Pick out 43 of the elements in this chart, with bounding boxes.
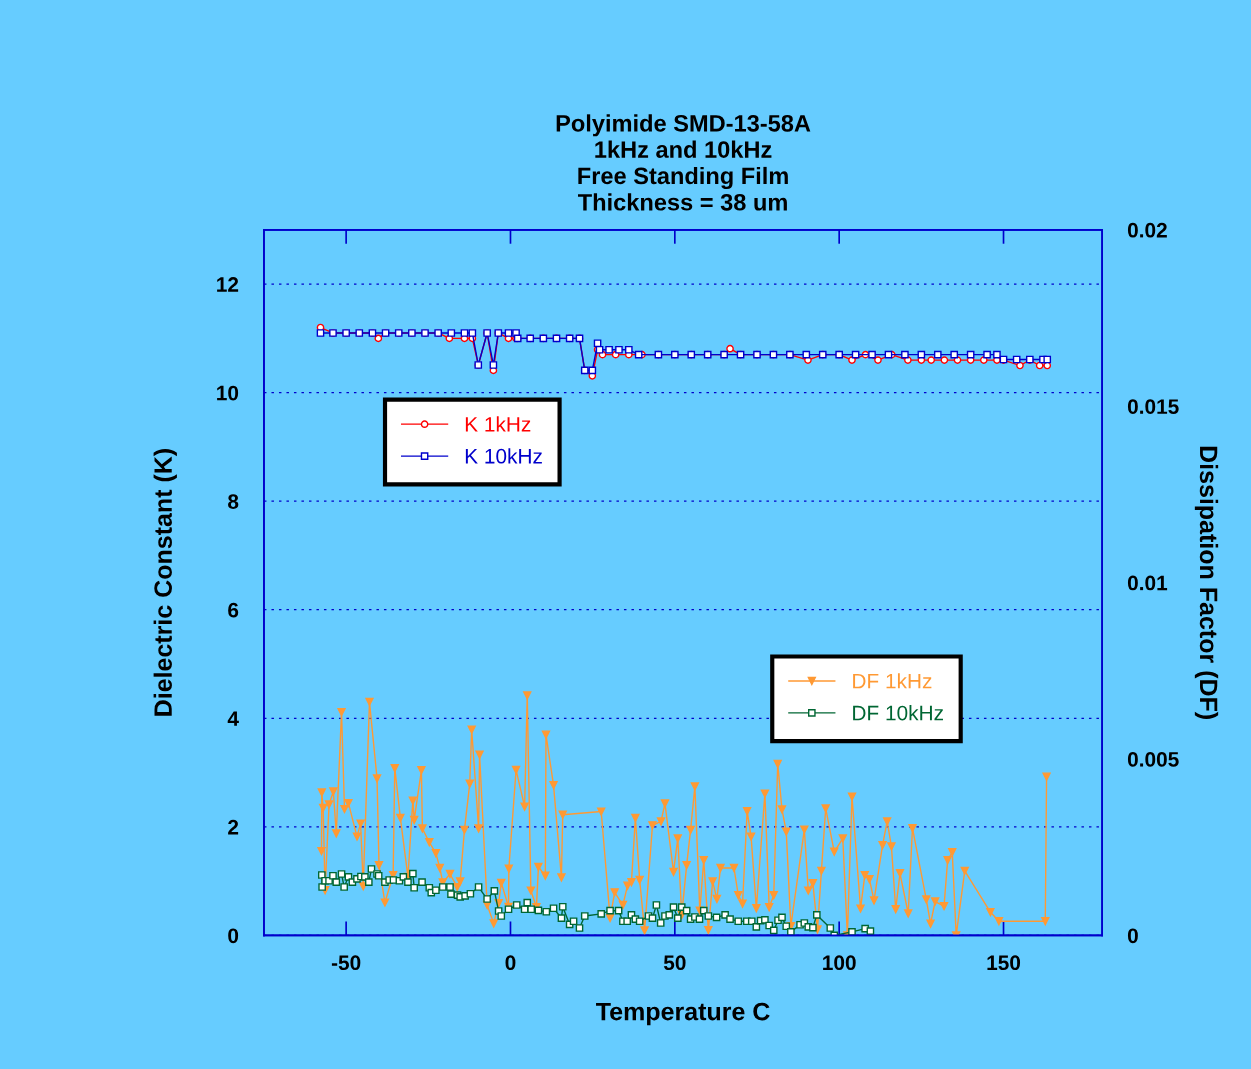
point (447, 329, 456, 337)
y-tick-label: 2 (228, 819, 239, 835)
y2-tick-label: 0.02 (1127, 222, 1167, 238)
point (802, 350, 811, 359)
y2-axis-title: Dissipation Factor (DF) (1194, 446, 1219, 719)
point (605, 345, 613, 354)
y2-tick-label: 0.015 (1127, 399, 1179, 414)
x-axis-title: Temperature C (596, 1002, 770, 1026)
y2-tick-label: 0.01 (1127, 575, 1168, 591)
x-tick-label: -50 (331, 955, 361, 971)
legend-label: K 1kHz (465, 416, 531, 432)
y2-tick-label: 0 (1127, 928, 1138, 944)
y-tick-label: 12 (217, 277, 239, 292)
legend-label: DF 10kHz (853, 705, 943, 721)
point (983, 350, 991, 359)
point (316, 329, 325, 337)
legend-label: DF 1kHz (853, 673, 932, 689)
x-tick-label: 50 (663, 955, 686, 971)
x-tick-label: 100 (823, 955, 856, 971)
point (868, 350, 876, 359)
point (624, 345, 633, 354)
point (933, 350, 942, 359)
y-tick-label: 6 (228, 602, 239, 618)
y-axis-title: Dielectric Constant (K) (153, 449, 177, 716)
point (593, 339, 602, 348)
y-tick-label: 0 (228, 928, 239, 944)
y2-tick-label: 0.005 (1127, 751, 1179, 767)
point (901, 350, 909, 359)
point (460, 329, 469, 337)
y-tick-label: 4 (227, 711, 239, 726)
x-tick-label: 150 (987, 955, 1021, 971)
point (489, 361, 498, 369)
point (950, 350, 959, 359)
point (615, 345, 623, 354)
chart-title: Polyimide SMD-13-58A 1kHz and 10kHz Free Standing Film Thickness = 38 um (556, 114, 811, 211)
point (1043, 355, 1052, 364)
point (468, 329, 477, 337)
x-tick-label: 0 (505, 955, 516, 971)
y-tick-label: 8 (228, 494, 239, 509)
y-tick-label: 10 (217, 385, 239, 401)
point (993, 350, 1001, 359)
point (504, 329, 513, 337)
legend-label: K 10kHz (465, 448, 542, 464)
